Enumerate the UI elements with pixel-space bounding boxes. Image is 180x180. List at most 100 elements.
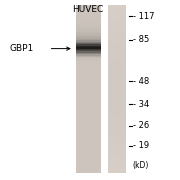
Text: GBP1: GBP1	[9, 44, 33, 53]
Bar	[108, 15, 126, 17]
Bar	[108, 125, 126, 127]
Bar	[76, 60, 101, 61]
Bar	[76, 130, 101, 131]
Bar	[76, 8, 101, 10]
Bar	[108, 68, 126, 70]
Bar	[76, 116, 101, 117]
Bar	[108, 138, 126, 139]
Bar	[76, 103, 101, 104]
Bar	[76, 54, 101, 56]
Bar	[108, 127, 126, 128]
Bar	[108, 162, 126, 163]
Bar	[76, 134, 101, 135]
Bar	[108, 51, 126, 53]
Bar	[108, 42, 126, 43]
Bar	[108, 96, 126, 98]
Bar	[108, 89, 126, 91]
Bar	[76, 93, 101, 95]
Bar	[76, 162, 101, 163]
Bar	[76, 141, 101, 142]
Bar	[76, 70, 101, 71]
Bar	[108, 141, 126, 142]
Bar	[108, 130, 126, 131]
Bar	[108, 19, 126, 21]
Bar	[76, 68, 101, 70]
Bar	[108, 142, 126, 143]
Bar	[108, 107, 126, 109]
Bar	[76, 7, 101, 8]
Text: - 48: - 48	[133, 76, 149, 86]
Bar	[76, 91, 101, 92]
Bar	[108, 167, 126, 169]
Bar	[108, 26, 126, 28]
Bar	[76, 102, 101, 103]
Bar	[76, 125, 101, 127]
Bar	[76, 72, 101, 74]
Bar	[76, 63, 101, 64]
Bar	[108, 109, 126, 110]
Bar	[108, 113, 126, 114]
Bar	[108, 88, 126, 89]
Bar	[76, 85, 101, 86]
Bar	[108, 39, 126, 40]
Bar	[108, 61, 126, 63]
Bar	[108, 58, 126, 60]
Bar	[76, 33, 101, 35]
Bar	[108, 92, 126, 93]
Bar	[76, 50, 101, 51]
Bar	[76, 159, 101, 160]
Bar	[108, 32, 126, 33]
Bar	[108, 104, 126, 106]
Bar	[108, 111, 126, 113]
Bar	[108, 46, 126, 47]
Bar	[76, 171, 101, 173]
Bar	[76, 61, 101, 63]
Bar	[76, 64, 101, 65]
Bar	[108, 10, 126, 11]
Bar	[108, 75, 126, 76]
Bar	[108, 57, 126, 58]
Bar	[108, 158, 126, 159]
Bar	[108, 93, 126, 95]
Text: - 19: - 19	[133, 141, 149, 150]
Bar	[76, 120, 101, 121]
Bar	[76, 148, 101, 149]
Bar	[76, 37, 101, 39]
Bar	[76, 76, 101, 78]
Bar	[76, 143, 101, 145]
Bar	[76, 36, 101, 37]
Bar	[108, 54, 126, 56]
Bar	[108, 135, 126, 137]
Bar	[76, 43, 101, 44]
Bar	[108, 102, 126, 103]
Bar	[108, 28, 126, 29]
Bar	[76, 104, 101, 106]
Bar	[76, 163, 101, 165]
Bar	[76, 67, 101, 68]
Bar	[76, 28, 101, 29]
Bar	[76, 127, 101, 128]
Bar	[108, 29, 126, 31]
Bar	[76, 149, 101, 150]
Bar	[108, 24, 126, 25]
Bar	[108, 7, 126, 8]
Bar	[76, 44, 101, 46]
Bar	[76, 14, 101, 15]
Bar	[108, 110, 126, 111]
Bar	[76, 17, 101, 18]
Bar	[108, 67, 126, 68]
Bar	[76, 170, 101, 171]
Bar	[108, 79, 126, 81]
Bar	[76, 139, 101, 141]
Bar	[108, 82, 126, 84]
Bar	[108, 72, 126, 74]
Bar	[76, 18, 101, 19]
Bar	[108, 44, 126, 46]
Bar	[108, 118, 126, 120]
Bar	[76, 95, 101, 96]
Bar	[108, 63, 126, 64]
Bar	[76, 5, 101, 7]
Bar	[76, 146, 101, 148]
Bar	[76, 22, 101, 24]
Bar	[108, 70, 126, 71]
